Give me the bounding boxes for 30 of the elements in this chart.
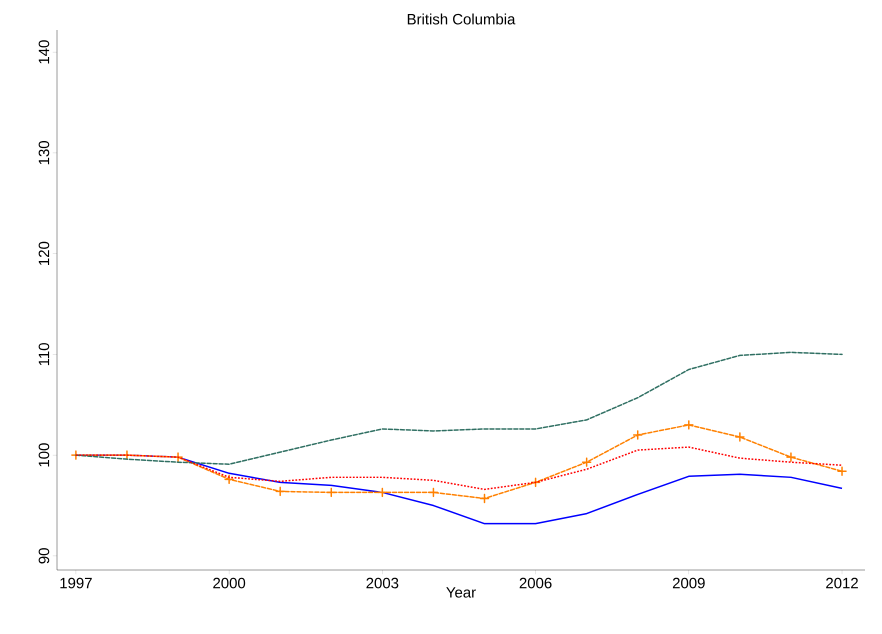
x-tick-label: 2012 <box>826 578 858 588</box>
y-tick-label: 130 <box>38 141 50 164</box>
y-tick-label: 140 <box>38 40 50 64</box>
point <box>224 474 234 484</box>
point <box>378 488 388 498</box>
y-tick-label: 110 <box>38 343 50 366</box>
x-tick-label: 2000 <box>213 578 246 588</box>
chart-title: British Columbia <box>408 14 516 24</box>
line-series <box>75 446 843 490</box>
x-tick-label: 2003 <box>366 578 398 588</box>
x-tick-label: 2006 <box>520 578 552 588</box>
y-tick-label: 100 <box>38 443 50 466</box>
y-tick-label: 120 <box>38 242 50 265</box>
x-tick-label: 1997 <box>60 578 92 588</box>
point <box>582 457 592 467</box>
point <box>326 488 336 498</box>
point <box>122 450 132 460</box>
point <box>684 420 694 430</box>
point <box>530 478 540 488</box>
x-tick-label: 2009 <box>672 578 705 588</box>
point <box>632 430 642 440</box>
point <box>275 486 285 496</box>
y-tick-label: 90 <box>38 548 50 564</box>
point <box>428 488 438 498</box>
point <box>735 432 745 442</box>
x-axis-title: Year <box>446 587 476 598</box>
point <box>837 466 847 476</box>
point <box>480 494 490 504</box>
point <box>173 452 183 462</box>
point <box>786 452 796 462</box>
